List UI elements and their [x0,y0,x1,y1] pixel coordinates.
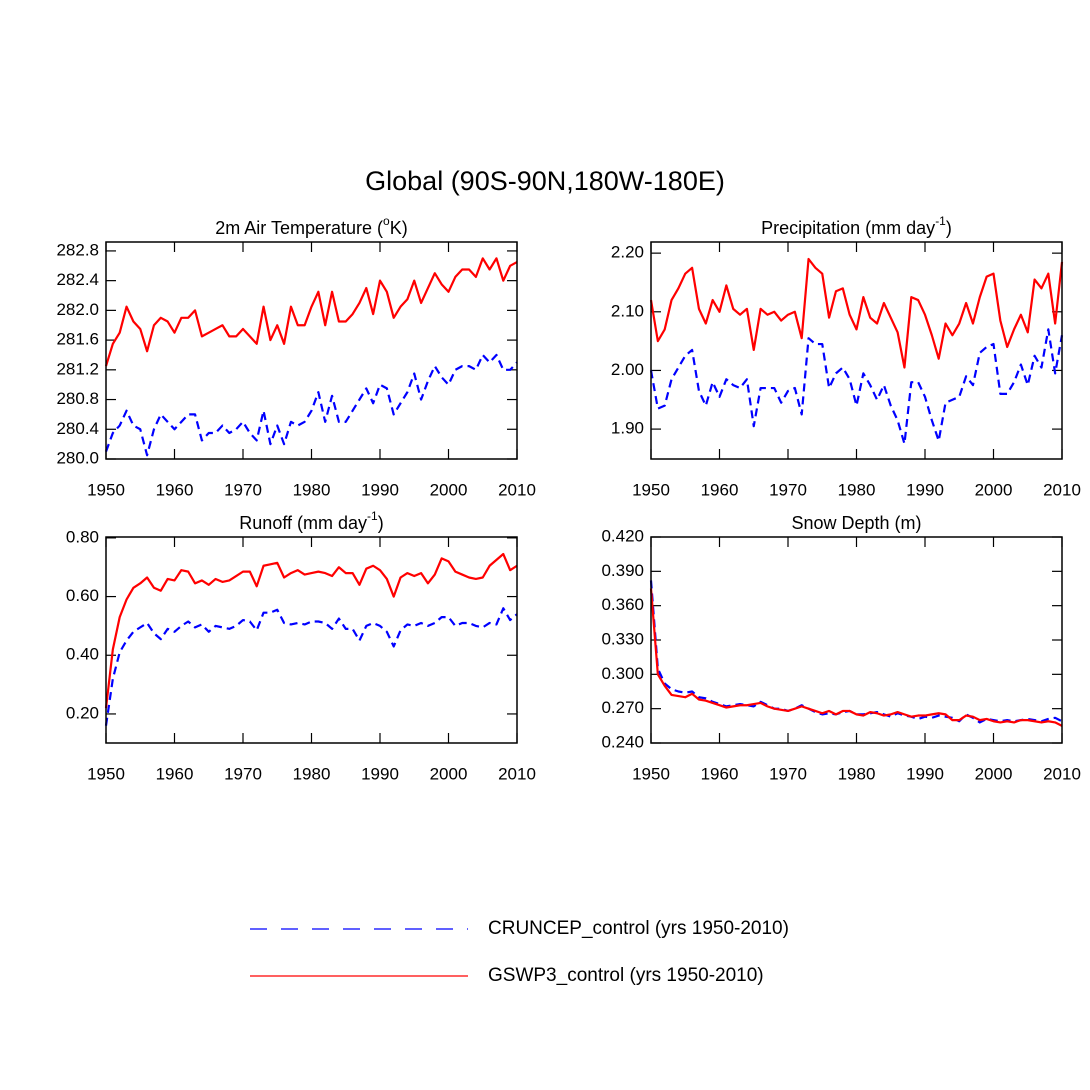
x-tick-label: 1960 [156,764,194,783]
y-tick-label: 0.240 [601,732,644,751]
panel-title: Precipitation (mm day-1) [761,214,952,238]
x-tick-label: 1980 [838,764,876,783]
y-tick-label: 2.00 [611,360,644,379]
series-line [104,257,518,367]
series-line [649,328,1064,445]
title-text: Precipitation (mm day [761,218,935,238]
panel: Runoff (mm day-1) 0.20 0.40 0.60 0.80 1950 196… [66,509,536,783]
x-tick-label: 1960 [701,764,739,783]
x-tick-label: 2010 [1043,480,1081,499]
x-tick-label: 1970 [769,480,807,499]
y-tick-label: 0.40 [66,645,99,664]
x-tick-label: 1970 [224,480,262,499]
x-tick-label: 1980 [293,480,331,499]
panel: Precipitation (mm day-1) 1.90 2.00 2.10 2.20… [611,214,1081,499]
y-tick-label: 0.270 [601,698,644,717]
y-tick-label: 280.0 [56,448,99,467]
title-text: ) [946,218,952,238]
x-tick-label: 1990 [906,764,944,783]
y-tick-label: 0.80 [66,527,99,546]
panel: 2m Air Temperature (oK) 280.0 280.4 280.8 28… [56,214,535,499]
plot-frame [105,241,518,460]
plot-frame [650,241,1063,460]
x-tick-label: 2000 [430,764,468,783]
x-tick-label: 2010 [498,480,536,499]
y-tick-label: 280.4 [56,419,99,438]
title-text: 2m Air Temperature ( [215,218,383,238]
x-tick-label: 2000 [975,764,1013,783]
y-tick-label: 0.20 [66,703,99,722]
x-tick-label: 1990 [361,480,399,499]
x-tick-label: 1980 [293,764,331,783]
x-tick-label: 2000 [975,480,1013,499]
x-tick-label: 2000 [430,480,468,499]
series-line [104,353,518,457]
x-tick-label: 1990 [361,764,399,783]
x-tick-label: 2010 [1043,764,1081,783]
y-tick-label: 2.20 [611,243,644,262]
title-text: K) [390,218,408,238]
x-tick-label: 1960 [156,480,194,499]
title-superscript: -1 [935,214,946,228]
plot-frame [650,536,1063,744]
y-tick-label: 282.8 [56,240,99,259]
panel: Snow Depth (m) 0.240 0.270 0.300 0.330 0.360 0… [601,513,1080,784]
series-line [649,588,1063,727]
y-tick-label: 282.0 [56,300,99,319]
y-tick-label: 0.300 [601,664,644,683]
figure-title: Global (90S-90N,180W-180E) [365,166,725,196]
y-tick-label: 0.420 [601,526,644,545]
plot-frame [105,536,518,744]
title-superscript: o [383,214,390,228]
x-tick-label: 1970 [769,764,807,783]
y-tick-label: 0.360 [601,595,644,614]
x-tick-label: 1950 [632,480,670,499]
x-tick-label: 1980 [838,480,876,499]
title-text: Runoff (mm day [239,513,367,533]
x-tick-label: 1950 [87,480,125,499]
x-tick-label: 2010 [498,764,536,783]
y-tick-label: 2.10 [611,301,644,320]
legend-label: CRUNCEP_control (yrs 1950-2010) [488,918,789,939]
series-line [649,257,1064,369]
panel-title: Runoff (mm day-1) [239,509,383,533]
y-tick-label: 282.4 [56,270,99,289]
x-tick-label: 1960 [701,480,739,499]
x-tick-label: 1990 [906,480,944,499]
y-tick-label: 1.90 [611,419,644,438]
x-tick-label: 1950 [87,764,125,783]
y-tick-label: 281.2 [56,359,99,378]
y-tick-label: 0.390 [601,561,644,580]
series-line [104,607,518,726]
series-line [104,552,518,709]
y-tick-label: 280.8 [56,389,99,408]
title-text: Snow Depth (m) [791,513,921,533]
panel-title: Snow Depth (m) [791,513,921,533]
title-superscript: -1 [367,509,378,523]
series-line [649,580,1063,724]
x-tick-label: 1950 [632,764,670,783]
y-tick-label: 281.6 [56,330,99,349]
panel-title: 2m Air Temperature (oK) [215,214,407,238]
y-tick-label: 0.60 [66,586,99,605]
x-tick-label: 1970 [224,764,262,783]
legend-label: GSWP3_control (yrs 1950-2010) [488,965,764,986]
y-tick-label: 0.330 [601,629,644,648]
title-text: ) [378,513,384,533]
